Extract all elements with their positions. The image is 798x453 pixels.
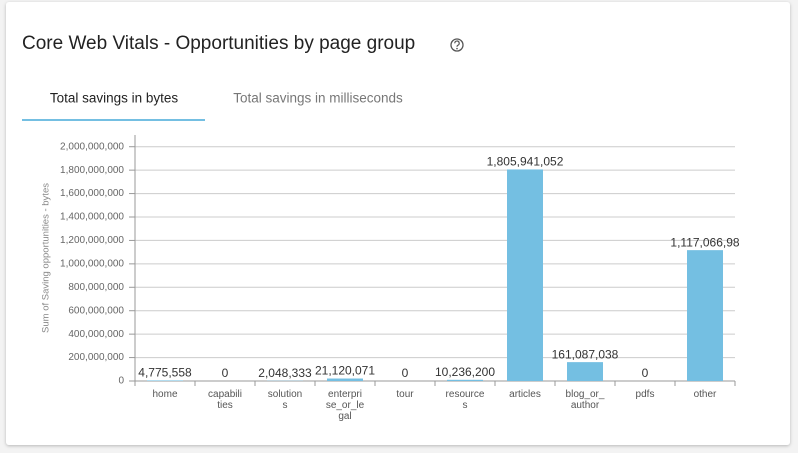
y-tick-label: 0 bbox=[118, 376, 124, 387]
help-icon[interactable] bbox=[450, 38, 464, 52]
y-tick-label: 800,000,000 bbox=[68, 282, 124, 293]
data-label: 0 bbox=[222, 366, 229, 380]
y-tick-label: 600,000,000 bbox=[68, 305, 124, 316]
tab[interactable]: Total savings in milliseconds bbox=[233, 91, 403, 106]
y-tick-label: 400,000,000 bbox=[68, 329, 124, 340]
x-tick-label: home bbox=[152, 389, 177, 400]
y-tick-label: 2,000,000,000 bbox=[60, 141, 124, 152]
y-tick-label: 1,800,000,000 bbox=[60, 165, 124, 176]
card-title: Core Web Vitals - Opportunities by page … bbox=[22, 33, 415, 54]
data-label: 0 bbox=[642, 366, 649, 380]
data-label: 161,087,038 bbox=[552, 347, 619, 361]
y-tick-label: 200,000,000 bbox=[68, 352, 124, 363]
data-label: 1,117,066,98 bbox=[670, 235, 740, 249]
bar bbox=[147, 380, 183, 381]
x-tick-label: resource s bbox=[446, 389, 485, 411]
x-tick-label: capabili ties bbox=[208, 389, 242, 411]
y-tick-label: 1,400,000,000 bbox=[60, 212, 124, 223]
bar bbox=[507, 169, 543, 381]
y-tick-label: 1,000,000,000 bbox=[60, 258, 124, 269]
bar bbox=[447, 379, 483, 381]
bar bbox=[567, 362, 603, 381]
bar bbox=[327, 378, 363, 381]
data-label: 1,805,941,052 bbox=[487, 155, 564, 169]
data-label: 21,120,071 bbox=[315, 364, 375, 378]
y-tick-label: 1,200,000,000 bbox=[60, 235, 124, 246]
x-tick-label: articles bbox=[509, 389, 541, 400]
x-tick-label: enterpri se_or_le gal bbox=[326, 389, 365, 422]
y-tick-label: 1,600,000,000 bbox=[60, 188, 124, 199]
data-label: 10,236,200 bbox=[435, 365, 495, 379]
data-label: 4,775,558 bbox=[138, 366, 192, 380]
x-tick-label: other bbox=[694, 389, 717, 400]
y-axis-label: Sum of Saving opportunities - bytes bbox=[41, 183, 52, 333]
x-tick-label: pdfs bbox=[636, 389, 655, 400]
x-tick-label: tour bbox=[396, 389, 414, 400]
data-label: 2,048,333 bbox=[258, 366, 312, 380]
tab-active[interactable]: Total savings in bytes bbox=[50, 91, 179, 106]
tab-indicator bbox=[22, 119, 205, 121]
x-tick-label: blog_or_ author bbox=[566, 389, 605, 411]
data-label: 0 bbox=[402, 366, 409, 380]
bar bbox=[687, 250, 723, 381]
x-tick-label: solution s bbox=[268, 389, 302, 411]
